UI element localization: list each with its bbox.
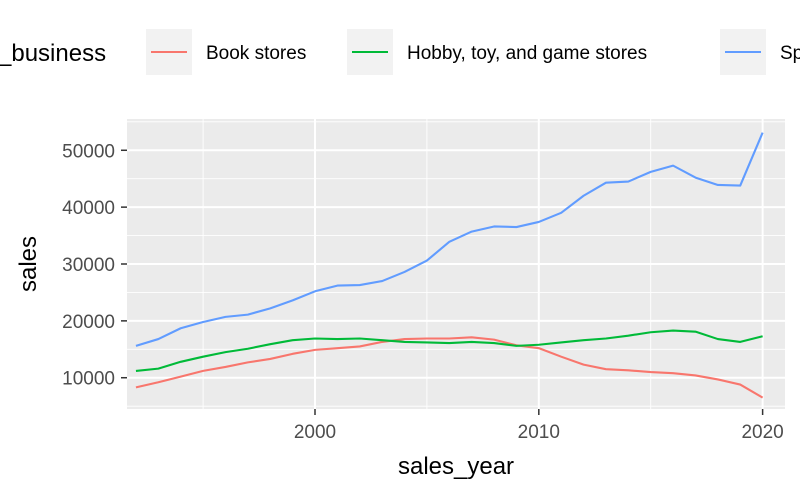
legend-title: _business (0, 40, 106, 67)
x-tick-label: 2010 (518, 422, 560, 443)
y-tick-label: 30000 (62, 255, 115, 276)
series-line-0 (135, 336, 764, 399)
grid-major (127, 119, 785, 409)
x-tick-label: 2000 (294, 422, 336, 443)
y-tick-label: 50000 (62, 141, 115, 162)
y-tick-label: 10000 (62, 369, 115, 390)
legend-label-1: Hobby, toy, and game stores (407, 43, 647, 64)
y-axis: 10000 20000 30000 40000 50000 (62, 141, 127, 390)
series-line-2 (135, 132, 764, 347)
legend-label-0: Book stores (206, 43, 306, 64)
y-axis-label: sales (15, 236, 42, 292)
y-tick-label: 40000 (62, 198, 115, 219)
y-tick-label: 20000 (62, 312, 115, 333)
x-tick-label: 2020 (741, 422, 783, 443)
legend: _business Book stores Hobby, toy, and gam… (0, 29, 800, 75)
x-axis: 2000 2010 2020 (294, 409, 784, 443)
series-lines (135, 132, 764, 399)
series-line-1 (135, 329, 763, 372)
legend-label-2: Sp (780, 43, 800, 64)
x-axis-label: sales_year (398, 453, 514, 480)
